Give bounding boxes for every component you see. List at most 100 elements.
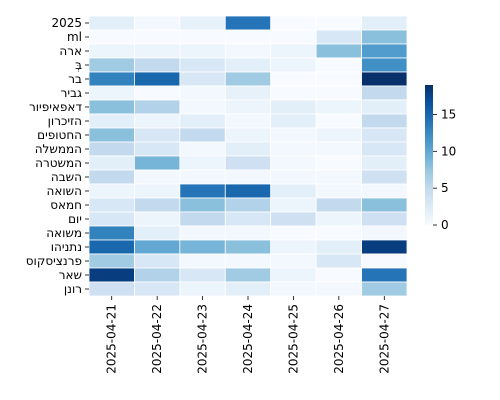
heatmap-cell	[134, 253, 181, 269]
heatmap-cell	[134, 169, 181, 185]
heatmap-cell	[179, 253, 226, 269]
heatmap-cell	[361, 85, 408, 101]
x-tick-label: 2025-04-23	[196, 304, 210, 374]
heatmap-cell	[179, 239, 226, 255]
heatmap-cell	[361, 225, 408, 241]
heatmap-cell	[361, 99, 408, 115]
heatmap-cell	[224, 183, 272, 199]
heatmap-cell	[179, 197, 226, 213]
colorbar-tick-label: 15	[441, 107, 456, 121]
y-tick-label: המשטרה	[35, 156, 82, 170]
heatmap-cell	[134, 71, 181, 87]
heatmap-cell	[361, 183, 408, 199]
heatmap-cell	[179, 43, 226, 59]
heatmap-cell	[361, 29, 408, 45]
y-tick-label: דאפאיפיור	[29, 100, 82, 114]
heatmap-cell	[315, 29, 362, 45]
heatmap-cell	[179, 141, 226, 157]
heatmap-cell	[179, 225, 226, 241]
heatmap-cell	[315, 197, 362, 213]
colorbar-gradient	[425, 85, 433, 225]
heatmap-cell	[88, 85, 135, 101]
x-tick-label: 2025-04-22	[150, 304, 164, 374]
heatmap-cell	[270, 183, 317, 199]
y-tick-label: יום	[68, 212, 82, 226]
colorbar-tick-label: 10	[441, 144, 456, 158]
heatmap-cell	[179, 183, 226, 199]
heatmap-cell	[224, 57, 272, 73]
y-tick-label: החטופים	[37, 128, 82, 142]
heatmap-cell	[361, 15, 408, 31]
heatmap-cell	[88, 239, 135, 255]
heatmap-cell	[88, 29, 135, 45]
heatmap-cell	[224, 281, 272, 297]
y-tick-label: הזיכרון	[48, 114, 82, 128]
heatmap-cell	[179, 169, 226, 185]
x-axis-labels: 2025-04-21 2025-04-22 2025-04-23 2025-04-24…	[105, 296, 391, 374]
heatmap-cell	[224, 211, 272, 227]
heatmap-cell	[315, 141, 362, 157]
heatmap-cell	[270, 253, 317, 269]
colorbar: 0 5 10 15	[425, 85, 456, 232]
heatmap-cell	[134, 197, 181, 213]
heatmap-cell	[270, 197, 317, 213]
y-tick-label: בר	[68, 72, 82, 86]
heatmap-cell	[88, 211, 135, 227]
heatmap-cell	[224, 225, 272, 241]
heatmap-cell	[270, 211, 317, 227]
heatmap-cell	[179, 57, 226, 73]
x-tick-label: 2025-04-21	[105, 304, 119, 374]
heatmap-cell	[88, 169, 135, 185]
heatmap-cell	[361, 127, 408, 143]
heatmap-cell	[270, 127, 317, 143]
heatmap-cell	[179, 99, 226, 115]
heatmap-cell	[224, 99, 272, 115]
heatmap-cell	[134, 281, 181, 297]
heatmap-cell	[88, 113, 135, 129]
heatmap-cell	[361, 281, 408, 297]
heatmap-cell	[134, 141, 181, 157]
heatmap-cell	[88, 155, 135, 171]
heatmap-cell	[315, 127, 362, 143]
y-tick-label: רונן	[64, 282, 82, 296]
heatmap-cell	[315, 113, 362, 129]
y-tick-label: 2025	[51, 16, 82, 30]
heatmap-cell	[315, 71, 362, 87]
x-tick-label: 2025-04-25	[286, 304, 300, 374]
x-tick-label: 2025-04-27	[377, 304, 391, 374]
heatmap-cell	[270, 267, 317, 283]
y-tick-label: השבה	[51, 170, 82, 184]
heatmap-cell	[224, 29, 272, 45]
x-tick-label: 2025-04-24	[241, 304, 255, 374]
heatmap-cell	[224, 155, 272, 171]
heatmap-cell	[179, 113, 226, 129]
heatmap-cell	[361, 239, 408, 255]
heatmap-cell	[361, 155, 408, 171]
heatmap-cell	[315, 85, 362, 101]
heatmap-cell	[134, 99, 181, 115]
heatmap-cell	[361, 211, 408, 227]
heatmap-cell	[88, 225, 135, 241]
heatmap-cell	[224, 15, 272, 31]
heatmap-cell	[315, 267, 362, 283]
y-tick-label: גביר	[61, 86, 82, 100]
heatmap-cell	[224, 141, 272, 157]
heatmap-cell	[88, 127, 135, 143]
heatmap-cell	[134, 113, 181, 129]
y-tick-label: פרנציסקוס	[26, 254, 82, 268]
heatmap-cell	[361, 141, 408, 157]
heatmap-cell	[270, 239, 317, 255]
heatmap-cell	[270, 141, 317, 157]
heatmap-cell	[134, 267, 181, 283]
heatmap-cell	[179, 281, 226, 297]
heatmap-cell	[270, 29, 317, 45]
heatmap-cell	[361, 57, 408, 73]
heatmap-cell	[179, 71, 226, 87]
heatmap-cell	[270, 169, 317, 185]
heatmap-cell	[315, 57, 362, 73]
y-tick-label: חמאס	[50, 198, 82, 212]
heatmap-cell	[88, 281, 135, 297]
heatmap-cell	[179, 155, 226, 171]
heatmap-cell	[179, 267, 226, 283]
